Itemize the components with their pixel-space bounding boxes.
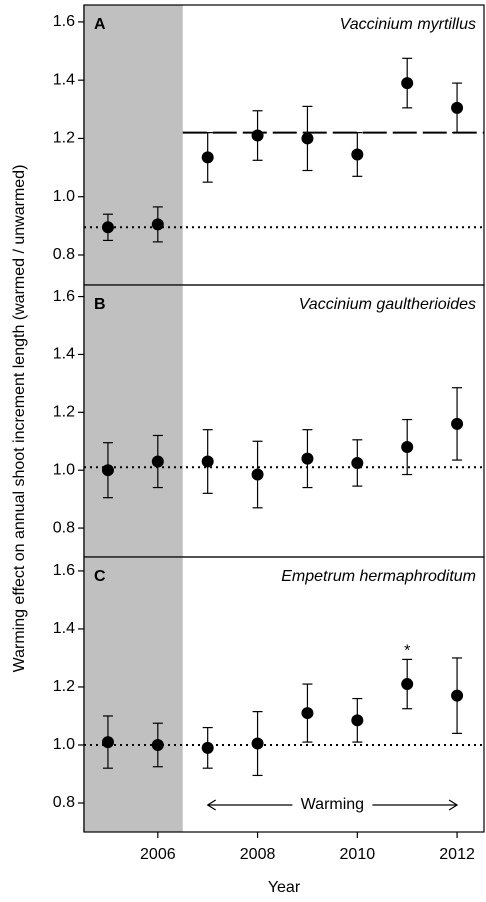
data-point (451, 417, 464, 430)
data-point (301, 132, 314, 145)
data-point (101, 221, 114, 234)
shaded-region (83, 285, 183, 557)
y-tick-label: 1.6 (53, 13, 75, 30)
y-tick-label: 1.0 (53, 736, 75, 753)
data-point (301, 452, 314, 465)
annotation: Warming (301, 796, 364, 813)
x-tick-label: 2010 (340, 846, 376, 863)
x-axis-label: Year (268, 879, 301, 896)
arrow (372, 799, 459, 811)
arrow (206, 799, 293, 811)
panel-label: B (94, 296, 106, 313)
x-tick-label: 2006 (140, 846, 176, 863)
data-point (351, 148, 364, 161)
y-tick-label: 0.8 (53, 246, 75, 263)
plot-frame (83, 556, 485, 833)
data-point (151, 455, 164, 468)
data-point (451, 689, 464, 702)
data-point (151, 218, 164, 231)
data-point (401, 441, 414, 454)
panel-label: A (94, 16, 106, 33)
y-tick-label: 1.6 (53, 288, 75, 305)
data-point (101, 736, 114, 749)
panel-label: C (94, 568, 106, 585)
data-point (451, 101, 464, 114)
data-point (301, 707, 314, 720)
y-tick-label: 1.2 (53, 678, 75, 695)
data-point (201, 741, 214, 754)
data-point (201, 151, 214, 164)
data-point (251, 129, 264, 142)
y-tick-label: 1.2 (53, 130, 75, 147)
data-point (401, 77, 414, 90)
data-point (251, 737, 264, 750)
shaded-region (83, 557, 183, 832)
shaded-region (83, 5, 183, 285)
data-point (401, 678, 414, 691)
y-tick-label: 0.8 (53, 519, 75, 536)
data-point (201, 455, 214, 468)
data-point (351, 456, 364, 469)
data-point (151, 738, 164, 751)
data-point (251, 468, 264, 481)
y-axis-label: Warming effect on annual shoot increment… (11, 165, 28, 673)
data-point (101, 464, 114, 477)
panel-title: Empetrum hermaphroditum (281, 568, 476, 585)
y-tick-label: 1.6 (53, 562, 75, 579)
y-tick-label: 1.0 (53, 188, 75, 205)
y-tick-label: 1.0 (53, 461, 75, 478)
y-tick-label: 1.4 (53, 346, 75, 363)
y-tick-label: 1.4 (53, 620, 75, 637)
y-tick-label: 0.8 (53, 794, 75, 811)
annotation: * (404, 643, 410, 660)
x-tick-label: 2008 (240, 846, 276, 863)
x-tick-label: 2012 (439, 846, 475, 863)
panel-title: Vaccinium gaultherioides (299, 296, 476, 313)
panel-title: Vaccinium myrtillus (340, 16, 476, 33)
y-tick-label: 1.2 (53, 404, 75, 421)
y-tick-label: 1.4 (53, 71, 75, 88)
data-point (351, 714, 364, 727)
